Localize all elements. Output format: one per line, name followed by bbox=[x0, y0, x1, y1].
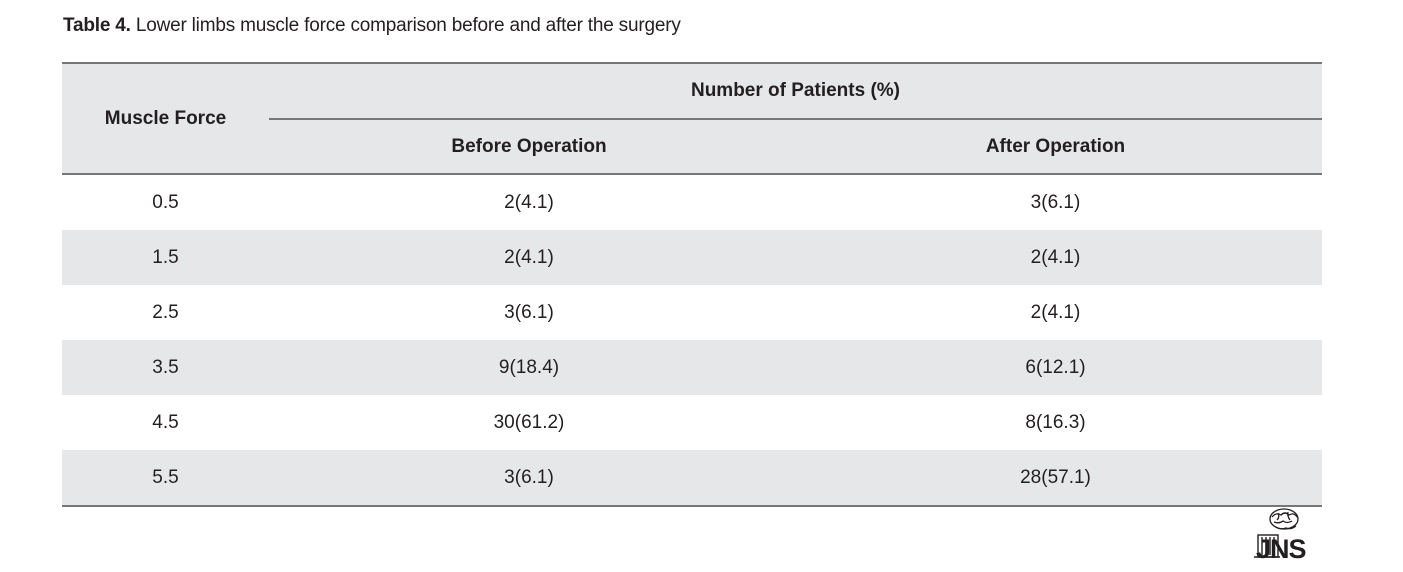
after-cell: 2(4.1) bbox=[789, 230, 1322, 285]
before-cell: 9(18.4) bbox=[269, 340, 789, 395]
force-cell: 0.5 bbox=[152, 191, 179, 213]
data-table: Muscle Force Number of Patients (%) Befo… bbox=[62, 62, 1322, 507]
caption-label: Table 4. bbox=[63, 15, 131, 36]
force-cell: 5.5 bbox=[62, 450, 269, 507]
force-cell: 2.5 bbox=[152, 301, 179, 323]
patients-group-header: Number of Patients (%) bbox=[269, 62, 1322, 119]
after-cell: 2(4.1) bbox=[1030, 301, 1081, 323]
after-operation-header: After Operation bbox=[789, 118, 1322, 175]
force-cell: 1.5 bbox=[62, 230, 269, 285]
before-cell: 3(6.1) bbox=[504, 301, 554, 323]
after-cell: 6(12.1) bbox=[789, 340, 1322, 395]
table-row: 4.5 30(61.2) 8(16.3) bbox=[62, 395, 1322, 450]
muscle-force-header: Muscle Force bbox=[62, 62, 269, 175]
before-operation-header: Before Operation bbox=[269, 118, 789, 175]
before-cell: 30(61.2) bbox=[493, 411, 565, 433]
logo-text: JNS bbox=[1256, 534, 1306, 561]
after-cell: 28(57.1) bbox=[789, 450, 1322, 507]
before-cell: 2(4.1) bbox=[269, 230, 789, 285]
table-row: 5.5 3(6.1) 28(57.1) bbox=[62, 450, 1322, 507]
after-cell: 8(16.3) bbox=[1025, 411, 1086, 433]
before-cell: 3(6.1) bbox=[269, 450, 789, 507]
table-row: 2.5 3(6.1) 2(4.1) bbox=[62, 285, 1322, 340]
table-row: 0.5 2(4.1) 3(6.1) bbox=[62, 174, 1322, 230]
after-cell: 3(6.1) bbox=[1030, 191, 1081, 213]
force-cell: 3.5 bbox=[62, 340, 269, 395]
brain-logo-icon: JNS bbox=[1254, 508, 1307, 564]
table-row: 1.5 2(4.1) 2(4.1) bbox=[62, 230, 1322, 285]
force-cell: 4.5 bbox=[152, 411, 179, 433]
table-row: 3.5 9(18.4) 6(12.1) bbox=[62, 340, 1322, 395]
journal-logo: JNS bbox=[1252, 507, 1326, 564]
table-caption: Table 4. Lower limbs muscle force compar… bbox=[63, 13, 681, 39]
before-cell: 2(4.1) bbox=[504, 191, 554, 213]
caption-text: Lower limbs muscle force comparison befo… bbox=[130, 15, 681, 36]
